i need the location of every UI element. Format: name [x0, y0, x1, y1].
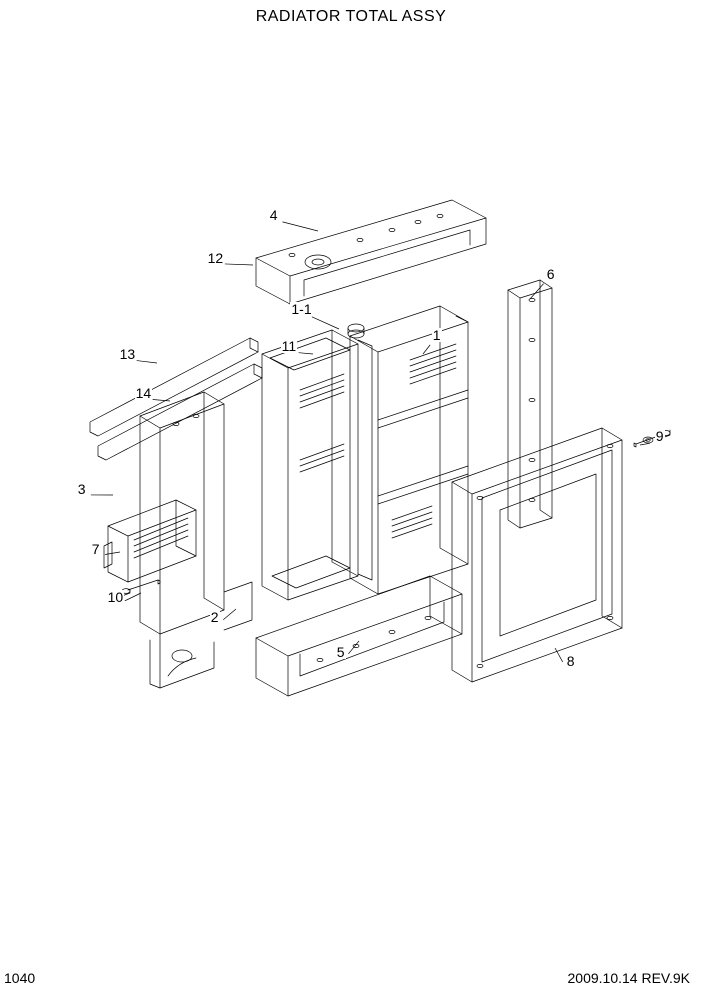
part-3-left-panel — [140, 392, 224, 688]
exploded-diagram: 41261-1111131493710258 — [0, 40, 702, 960]
callout-9: 9 — [655, 429, 665, 443]
part-6-right-channel — [508, 280, 552, 528]
part-4-top-shroud — [256, 200, 486, 304]
part-7-oil-cooler — [104, 500, 196, 582]
callout-7: 7 — [91, 542, 101, 556]
part-5-lower-tray — [256, 576, 462, 696]
callout-11: 11 — [281, 339, 298, 353]
callout-6: 6 — [546, 267, 556, 281]
callout-5: 5 — [336, 645, 346, 659]
footer-page-number: 1040 — [4, 970, 35, 986]
footer-revision: 2009.10.14 REV.9K — [568, 970, 690, 986]
callout-14: 14 — [135, 386, 153, 400]
part-1-core-right — [348, 306, 468, 594]
callout-1: 1 — [432, 328, 442, 342]
callout-10: 10 — [107, 590, 125, 604]
part-13-strip — [90, 338, 258, 436]
callout-12: 12 — [207, 251, 225, 265]
callout-4: 4 — [269, 208, 279, 222]
callout-2: 2 — [210, 610, 220, 624]
callout-8: 8 — [566, 654, 576, 668]
part-2-rib — [224, 582, 252, 630]
callout-13: 13 — [119, 347, 137, 361]
part-11-core-left — [262, 330, 358, 600]
page-title: RADIATOR TOTAL ASSY — [0, 8, 702, 26]
part-10-bolt — [122, 580, 160, 596]
callout-3: 3 — [77, 482, 87, 496]
callout-1-1: 1-1 — [290, 302, 312, 316]
part-8-fan-guard — [452, 428, 622, 682]
part-9-bolt — [634, 430, 670, 447]
part-14-strip — [98, 364, 262, 460]
diagram-svg — [0, 40, 702, 960]
